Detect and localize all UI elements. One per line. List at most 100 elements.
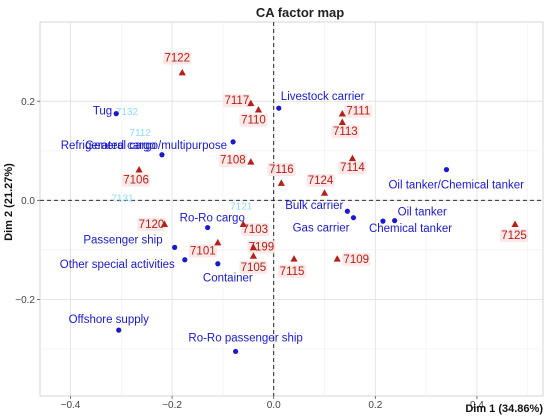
supplementary-label: 7132 xyxy=(116,107,139,118)
column-point-marker xyxy=(239,220,247,227)
row-point-marker xyxy=(233,348,239,355)
column-label-background xyxy=(239,260,268,274)
x-tick-label: −0.4 xyxy=(61,400,81,411)
row-point-marker xyxy=(350,215,357,221)
supplementary-label: 7121 xyxy=(230,201,253,212)
column-point-marker xyxy=(247,99,255,107)
row-point-marker xyxy=(113,111,119,117)
column-label-background xyxy=(331,125,360,139)
row-point-label: Ro-Ro passenger ship xyxy=(188,332,302,344)
x-tick-label: 0.4 xyxy=(470,400,484,411)
column-point-label: 7113 xyxy=(333,126,358,138)
column-label-background xyxy=(344,104,373,118)
row-point-label: Tug xyxy=(93,106,112,118)
column-point-label: 7116 xyxy=(269,164,294,176)
column-point-label: 7199 xyxy=(249,241,275,253)
column-point-marker xyxy=(333,255,341,262)
row-point-marker xyxy=(276,105,282,111)
column-label-background xyxy=(218,153,247,167)
column-point-marker xyxy=(254,106,263,113)
row-point-marker xyxy=(392,218,398,224)
column-label-background xyxy=(137,218,166,232)
column-point-label: 7117 xyxy=(224,95,249,107)
column-label-background xyxy=(239,113,268,127)
supplementary-label: 7112 xyxy=(129,128,151,139)
column-label-background xyxy=(306,173,335,187)
column-point-label: 7125 xyxy=(501,230,527,242)
plot-panel xyxy=(39,21,544,397)
column-point-marker xyxy=(178,68,186,76)
supplementary-label: 7131 xyxy=(111,193,134,204)
column-point-marker xyxy=(277,179,285,186)
row-point-marker xyxy=(230,139,236,145)
column-point-label: 7115 xyxy=(280,266,305,278)
row-point-label: Container xyxy=(203,273,253,285)
row-point-label: Livestock carrier xyxy=(281,91,365,103)
row-point-marker xyxy=(380,218,386,224)
column-point-label: 7108 xyxy=(220,155,246,167)
column-point-marker xyxy=(214,238,222,246)
row-point-label: Refrigerated cargo xyxy=(61,140,156,152)
column-point-marker xyxy=(338,118,346,125)
row-point-label: Oil tanker xyxy=(398,207,447,219)
column-point-label: 7109 xyxy=(343,254,369,266)
y-tick-label: 0.0 xyxy=(21,196,35,207)
row-point-marker xyxy=(182,257,188,263)
y-tick-label: −0.2 xyxy=(15,295,35,306)
row-point-marker xyxy=(205,224,211,231)
column-point-label: 7106 xyxy=(123,175,149,187)
column-point-label: 7110 xyxy=(241,115,266,127)
column-point-marker xyxy=(249,243,257,251)
column-point-label: 7105 xyxy=(241,262,267,274)
column-point-marker xyxy=(160,220,169,227)
column-point-marker xyxy=(511,220,519,227)
column-label-background xyxy=(163,51,192,65)
column-label-background xyxy=(122,173,151,187)
row-point-marker xyxy=(344,208,350,214)
row-point-label: Bulk carrier xyxy=(285,200,343,212)
column-point-marker xyxy=(338,110,346,117)
x-axis-title: Dim 1 (34.86%) xyxy=(465,403,543,415)
x-tick-label: 0.2 xyxy=(368,400,382,411)
column-point-marker xyxy=(135,166,143,173)
row-point-label: Offshore supply xyxy=(69,314,150,326)
plot-area: −0.4 −0.2 0.0 0.2 0.4 −0.2 0.0 0.2 7132 7112 7131 7… xyxy=(15,21,544,411)
column-label-background xyxy=(500,229,529,243)
row-point-label: Gas carrier xyxy=(293,223,350,235)
row-point-marker xyxy=(443,167,450,173)
x-tick-label: 0.0 xyxy=(267,400,281,411)
column-point-label: 7122 xyxy=(164,53,190,65)
row-point-label: Chemical tanker xyxy=(369,223,452,235)
column-label-background xyxy=(338,161,367,175)
row-point-label: Ro-Ro cargo xyxy=(180,213,245,225)
column-point-marker xyxy=(249,252,257,259)
column-label-background xyxy=(278,264,307,278)
row-point-label: Passenger ship xyxy=(83,234,162,246)
row-point-label: Oil tanker/Chemical tanker xyxy=(388,180,524,192)
column-point-label: 7124 xyxy=(308,175,334,187)
x-tick-label: −0.2 xyxy=(162,400,182,411)
column-point-marker xyxy=(348,154,357,162)
column-point-label: 7101 xyxy=(190,245,216,257)
column-point-label: 7120 xyxy=(139,219,165,231)
row-point-marker xyxy=(215,261,221,267)
column-point-marker xyxy=(320,189,329,196)
column-label-background xyxy=(342,252,371,266)
chart-title: CA factor map xyxy=(256,5,344,20)
row-point-marker xyxy=(172,244,178,250)
row-point-marker xyxy=(159,152,165,158)
column-point-label: 7111 xyxy=(346,106,370,118)
column-point-marker xyxy=(290,255,298,262)
row-point-label: Other special activities xyxy=(60,259,175,271)
column-point-label: 7114 xyxy=(340,162,365,174)
column-label-background xyxy=(188,244,217,258)
column-point-marker xyxy=(247,158,255,165)
column-label-background xyxy=(222,94,251,108)
y-axis-title: Dim 2 (21.27%) xyxy=(3,163,15,241)
row-point-label: General cargo/multipurpose xyxy=(85,140,227,152)
row-point-marker xyxy=(116,327,122,333)
column-label-background xyxy=(241,223,270,237)
column-point-label: 7103 xyxy=(242,224,268,236)
y-tick-label: 0.2 xyxy=(21,97,35,108)
